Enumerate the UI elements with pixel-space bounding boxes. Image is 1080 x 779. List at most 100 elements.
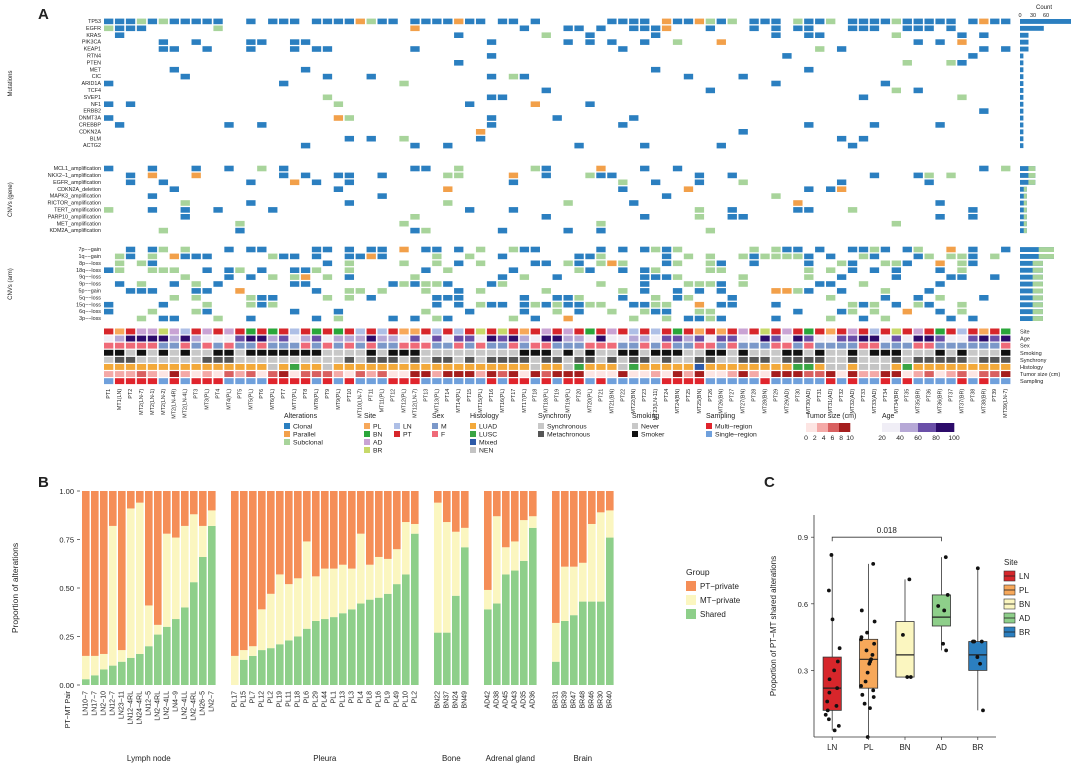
mutation-cell <box>454 60 464 66</box>
annotation-cell <box>191 335 201 342</box>
count-bar <box>1020 74 1024 80</box>
annotation-cell <box>913 364 923 370</box>
annotation-cell <box>990 335 1000 342</box>
annotation-cell <box>180 364 190 370</box>
cnv-arm-cell <box>650 308 661 315</box>
annotation-cell <box>804 328 814 335</box>
cnv-gene-cell <box>410 214 420 220</box>
cnv-arm-cell <box>322 274 333 280</box>
x-tick-label: BN24 <box>453 691 460 709</box>
count-bar <box>1020 25 1044 31</box>
cnv-arm-cell <box>935 308 945 315</box>
cnv-arm-cell <box>125 246 136 253</box>
cnv-arm-cell <box>432 281 442 287</box>
mutation-cell <box>289 39 300 45</box>
bar-mt-private <box>443 522 451 633</box>
annotation-cell <box>858 356 869 363</box>
annotation-cell <box>399 356 409 363</box>
data-point <box>826 588 831 593</box>
annotation-cell <box>114 356 125 363</box>
row-label: EGFR_amplification <box>53 180 101 186</box>
bar-mt-private <box>348 568 356 610</box>
count-bar <box>1038 247 1054 252</box>
x-tick-label: LN17−7 <box>92 691 99 716</box>
annotation-cell <box>836 378 847 385</box>
sample-label: PT12 <box>391 389 397 402</box>
x-tick-label: BN49 <box>462 691 469 709</box>
annotation-cell <box>782 378 792 385</box>
sample-label: MT33(AD) <box>872 389 878 414</box>
annotation-cell <box>596 342 606 349</box>
count-bar <box>1020 46 1029 52</box>
data-point <box>869 657 874 662</box>
count-bar <box>1020 108 1024 114</box>
mutation-cell <box>771 80 781 87</box>
annotation-cell <box>804 378 814 385</box>
annotation-track-label: Smoking <box>1020 351 1042 357</box>
count-bar <box>1032 288 1043 294</box>
cnv-arm-cell <box>858 281 869 287</box>
annotation-cell <box>366 349 376 356</box>
data-point <box>872 641 877 646</box>
row-label: 5q−−loss <box>79 295 101 301</box>
cnv-gene-cell <box>968 214 978 220</box>
data-point <box>865 630 869 635</box>
sample-label: PT22 <box>620 389 626 402</box>
count-bar <box>1020 260 1043 266</box>
cnv-arm-cell <box>968 246 978 253</box>
cnv-arm-cell <box>683 295 694 301</box>
annotation-cell <box>661 349 672 356</box>
cnv-gene-cell <box>694 172 705 179</box>
annotation-cell <box>869 378 880 385</box>
cnv-gene-cell <box>618 179 628 186</box>
cnv-arm-cell <box>311 315 322 322</box>
annotation-cell <box>486 356 497 363</box>
annotation-cell <box>749 356 759 363</box>
cnv-arm-cell <box>300 274 311 280</box>
bar-mt-private <box>402 522 410 575</box>
annotation-cell <box>530 335 540 342</box>
annotation-cell <box>585 371 595 377</box>
bar-pt-private <box>384 491 392 559</box>
mutation-cell <box>465 101 475 107</box>
annotation-cell <box>957 335 967 342</box>
annotation-cell <box>410 349 420 356</box>
annotation-cell <box>1001 364 1011 370</box>
annotation-cell <box>344 335 355 342</box>
annotation-cell <box>694 342 705 349</box>
mutation-cell <box>946 60 956 66</box>
annotation-cell <box>399 328 409 335</box>
annotation-cell <box>344 349 355 356</box>
annotation-cell <box>946 342 956 349</box>
cnv-arm-cell <box>804 274 814 280</box>
annotation-cell <box>257 364 267 370</box>
annotation-cell <box>1001 349 1011 356</box>
bar-pt-private <box>606 491 614 511</box>
cnv-arm-cell <box>705 253 716 260</box>
annotation-cell <box>311 364 322 370</box>
mutation-cell <box>366 135 376 142</box>
bar-mt-private <box>511 541 519 571</box>
mutation-cell <box>180 73 190 80</box>
cnv-arm-cell <box>246 295 256 301</box>
annotation-cell <box>902 356 912 363</box>
cnv-arm-cell <box>257 295 267 301</box>
cnv-arm-cell <box>289 267 300 273</box>
annotation-cell <box>114 378 125 385</box>
annotation-track-label: Synchrony <box>1020 358 1047 364</box>
cnv-arm-cell <box>169 281 179 287</box>
cnv-arm-cell <box>869 246 880 253</box>
cnv-gene-cell <box>508 207 519 213</box>
annotation-cell <box>661 364 672 370</box>
annotation-cell <box>585 342 595 349</box>
annotation-cell <box>454 335 464 342</box>
annotation-cell <box>486 335 497 342</box>
legend-swatch <box>632 423 638 429</box>
sample-label: MT14(PL) <box>456 389 462 413</box>
cnv-arm-cell <box>344 253 355 260</box>
cnv-arm-cell <box>650 301 661 308</box>
annotation-cell <box>738 349 748 356</box>
mutation-cell <box>497 94 508 101</box>
annotation-cell <box>147 349 158 356</box>
legend-swatch <box>364 447 370 453</box>
